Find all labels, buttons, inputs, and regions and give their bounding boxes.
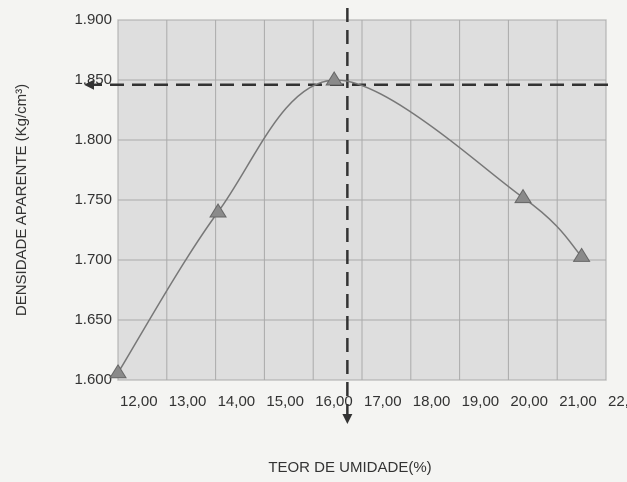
x-axis-title: TEOR DE UMIDADE(%) [268, 459, 431, 476]
y-tick-label: 1.800 [74, 131, 112, 148]
x-tick-label: 12,00 [120, 393, 158, 410]
arrow-head [342, 414, 353, 424]
data-point [514, 188, 532, 204]
y-tick-label: 1.600 [74, 371, 112, 388]
y-axis-title: DENSIDADE APARENTE (Kg/cm³) [13, 84, 30, 316]
x-tick-label: 15,00 [266, 393, 304, 410]
arrow-head [84, 79, 94, 90]
data-point [325, 71, 344, 86]
x-tick-label: 17,00 [364, 393, 402, 410]
data-point [209, 203, 227, 218]
x-tick-label: 21,00 [559, 393, 597, 410]
y-tick-label: 1.650 [74, 311, 112, 328]
x-tick-label: 22,00 [608, 393, 627, 410]
y-tick-label: 1.850 [74, 71, 112, 88]
x-tick-label: 19,00 [462, 393, 500, 410]
x-tick-label: 14,00 [218, 393, 256, 410]
y-tick-label: 1.750 [74, 191, 112, 208]
y-tick-label: 1.700 [74, 251, 112, 268]
x-tick-label: 18,00 [413, 393, 451, 410]
data-point [109, 363, 127, 379]
x-tick-label: 20,00 [510, 393, 548, 410]
y-tick-label: 1.900 [74, 11, 112, 28]
x-tick-label: 16,00 [315, 393, 353, 410]
x-tick-label: 13,00 [169, 393, 207, 410]
data-point [572, 247, 591, 262]
